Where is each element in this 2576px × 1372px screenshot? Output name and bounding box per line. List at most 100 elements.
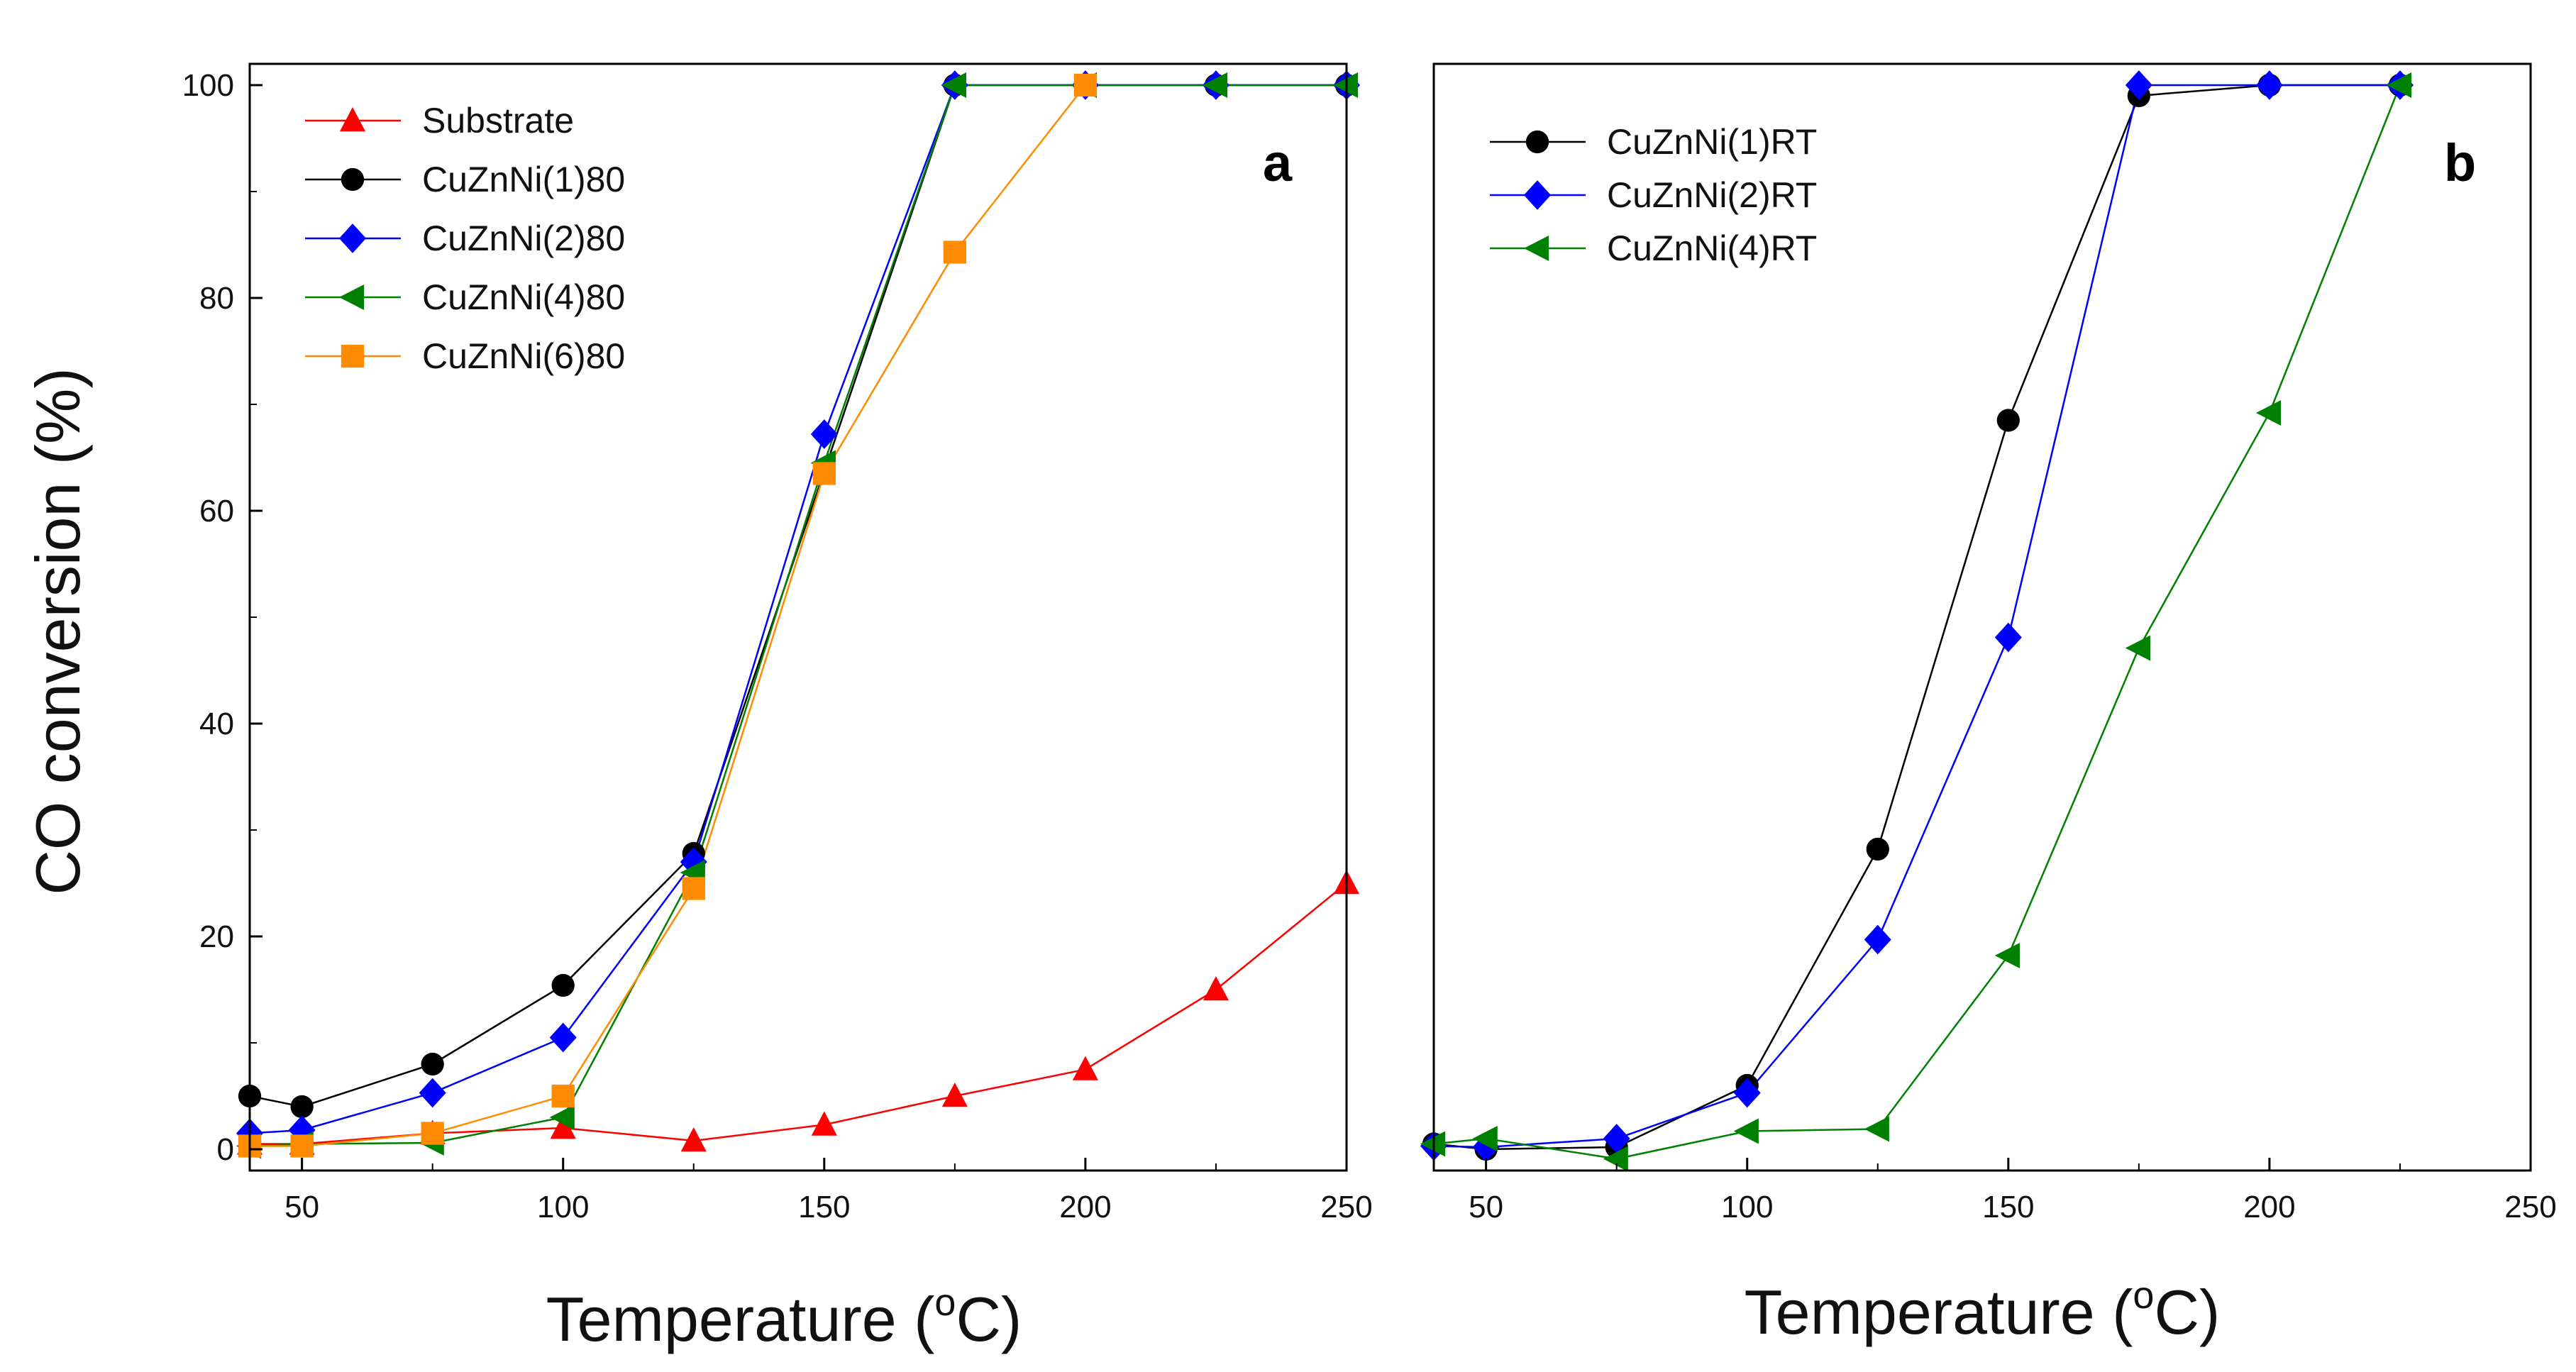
a-x-axis-title: Temperature (oC): [546, 1281, 1022, 1354]
b-series-line-2: [1434, 84, 2401, 1160]
a-series-4-point: [812, 462, 836, 485]
a-series-line-0: [250, 883, 1347, 1145]
a-legend: Substrate CuZnNi(1)80 CuZnNi(2)80 CuZnNi(4)…: [305, 101, 625, 376]
b-series-1-point: [2255, 70, 2283, 100]
b-plot-frame: [1432, 62, 2532, 1172]
a-series-4-point: [682, 877, 705, 900]
a-series-3-point: [549, 1104, 575, 1131]
b-series-group: [1434, 84, 2401, 1160]
a-axes-group: 50 100 150 200 250 0 20 40 60 80 100: [182, 68, 1373, 1224]
b-series-1-point: [1994, 622, 2022, 653]
b-x-title-end: C): [2154, 1277, 2220, 1347]
b-series-2-point: [1994, 942, 2020, 969]
a-legend-marker-3: [339, 284, 365, 311]
panel-b: 50 100 150 200 250 CuZnNi(1)RTCuZnNi(2)RTCuZ…: [1420, 62, 2557, 1347]
a-series-line-4: [250, 84, 1086, 1147]
a-x-tick-label: 100: [537, 1190, 589, 1224]
a-series-4-point: [551, 1084, 575, 1108]
b-x-title-main: Temperature (: [1745, 1277, 2133, 1347]
b-series-0-point: [1996, 409, 2020, 432]
a-series-line-2: [250, 84, 1347, 1134]
a-y-axis-title: CO conversion (%): [23, 367, 93, 895]
b-series-2-point: [2386, 72, 2412, 99]
b-legend-marker-1: [1524, 180, 1551, 210]
a-series-0-point: [811, 1111, 837, 1136]
b-series-0-point: [1866, 837, 1889, 861]
b-series-2-point: [2255, 399, 2282, 426]
b-series-1-point: [1864, 924, 1891, 955]
a-x-title-end: C): [956, 1284, 1022, 1354]
a-series-4-point: [1073, 73, 1098, 97]
a-series-3-point: [1202, 72, 1228, 99]
a-series-2-point: [810, 419, 838, 449]
a-series-3-point: [941, 72, 967, 99]
b-legend: CuZnNi(1)RT CuZnNi(2)RT CuZnNi(4)RT: [1490, 122, 1817, 268]
b-panel-label: b: [2444, 133, 2476, 192]
b-x-tick-label: 150: [1982, 1190, 2034, 1224]
a-panel-label: a: [1263, 133, 1293, 192]
a-legend-label-2: CuZnNi(2)80: [422, 218, 625, 258]
b-legend-label-1: CuZnNi(2)RT: [1607, 175, 1817, 215]
b-x-axis-title: Temperature (oC): [1745, 1274, 2221, 1347]
a-legend-marker-0: [339, 107, 366, 132]
a-series-1-point: [290, 1095, 314, 1119]
a-x-title-main: Temperature (: [546, 1284, 935, 1354]
a-plot-frame: [248, 62, 1348, 1172]
a-series-4-point: [421, 1122, 444, 1145]
a-series-0-point: [680, 1127, 707, 1152]
b-series-2-point: [1603, 1146, 1628, 1172]
panel-a: 50 100 150 200 250 0 20 40 60 80 100 Substrate CuZn…: [23, 62, 1373, 1354]
a-legend-marker-4: [341, 344, 365, 368]
b-legend-marker-2: [1524, 235, 1549, 262]
b-x-tick-label: 50: [1469, 1190, 1503, 1224]
a-legend-marker-1: [341, 167, 365, 192]
b-x-tick-label: 200: [2243, 1190, 2295, 1224]
a-series-4-point: [290, 1134, 314, 1158]
b-series-1-point: [1603, 1124, 1630, 1154]
a-series-2-point: [419, 1078, 446, 1108]
a-y-tick-label: 40: [199, 707, 234, 741]
b-legend-label-2: CuZnNi(4)RT: [1607, 228, 1817, 268]
a-legend-label-1: CuZnNi(1)80: [422, 160, 625, 199]
a-y-tick-label: 100: [182, 68, 234, 103]
b-series-line-1: [1434, 84, 2400, 1149]
b-legend-label-0: CuZnNi(1)RT: [1607, 122, 1817, 162]
b-series-2-point: [2125, 635, 2151, 661]
b-series-line-0: [1434, 84, 2400, 1151]
a-markers-group: [236, 70, 1360, 1159]
b-series-1-point: [2125, 70, 2152, 100]
b-axes-group: 50 100 150 200 250: [1469, 1158, 2557, 1224]
b-series-2-point: [1864, 1116, 1889, 1142]
a-series-1-point: [551, 973, 575, 997]
b-series-2-point: [1472, 1125, 1498, 1152]
a-y-tick-label: 0: [217, 1132, 234, 1167]
a-y-tick-label: 20: [199, 919, 234, 954]
a-legend-marker-2: [339, 223, 366, 253]
b-markers-group: [1420, 70, 2414, 1172]
a-legend-label-4: CuZnNi(6)80: [422, 336, 625, 376]
a-legend-label-3: CuZnNi(4)80: [422, 277, 625, 317]
b-x-title-sup: o: [2133, 1274, 2154, 1317]
a-x-tick-label: 250: [1320, 1190, 1372, 1224]
b-series-1-point: [1733, 1078, 1761, 1108]
a-x-tick-label: 150: [798, 1190, 850, 1224]
a-series-4-point: [943, 240, 967, 264]
a-x-tick-label: 50: [284, 1190, 319, 1224]
a-series-0-point: [550, 1114, 576, 1139]
a-series-line-1: [250, 84, 1347, 1108]
b-x-tick-label: 100: [1721, 1190, 1773, 1224]
a-series-group: [250, 84, 1347, 1147]
a-series-0-point: [941, 1083, 968, 1107]
a-y-tick-label: 60: [199, 494, 234, 529]
a-y-tick-label: 80: [199, 281, 234, 316]
b-x-tick-label: 250: [2504, 1190, 2556, 1224]
a-x-tick-label: 200: [1059, 1190, 1111, 1224]
a-series-line-3: [250, 84, 1347, 1147]
a-series-0-point: [1203, 976, 1229, 1001]
b-series-2-point: [1733, 1118, 1759, 1144]
a-series-2-point: [549, 1022, 577, 1053]
b-legend-marker-0: [1525, 130, 1549, 154]
a-series-0-point: [1072, 1056, 1098, 1080]
a-legend-label-0: Substrate: [422, 101, 574, 140]
